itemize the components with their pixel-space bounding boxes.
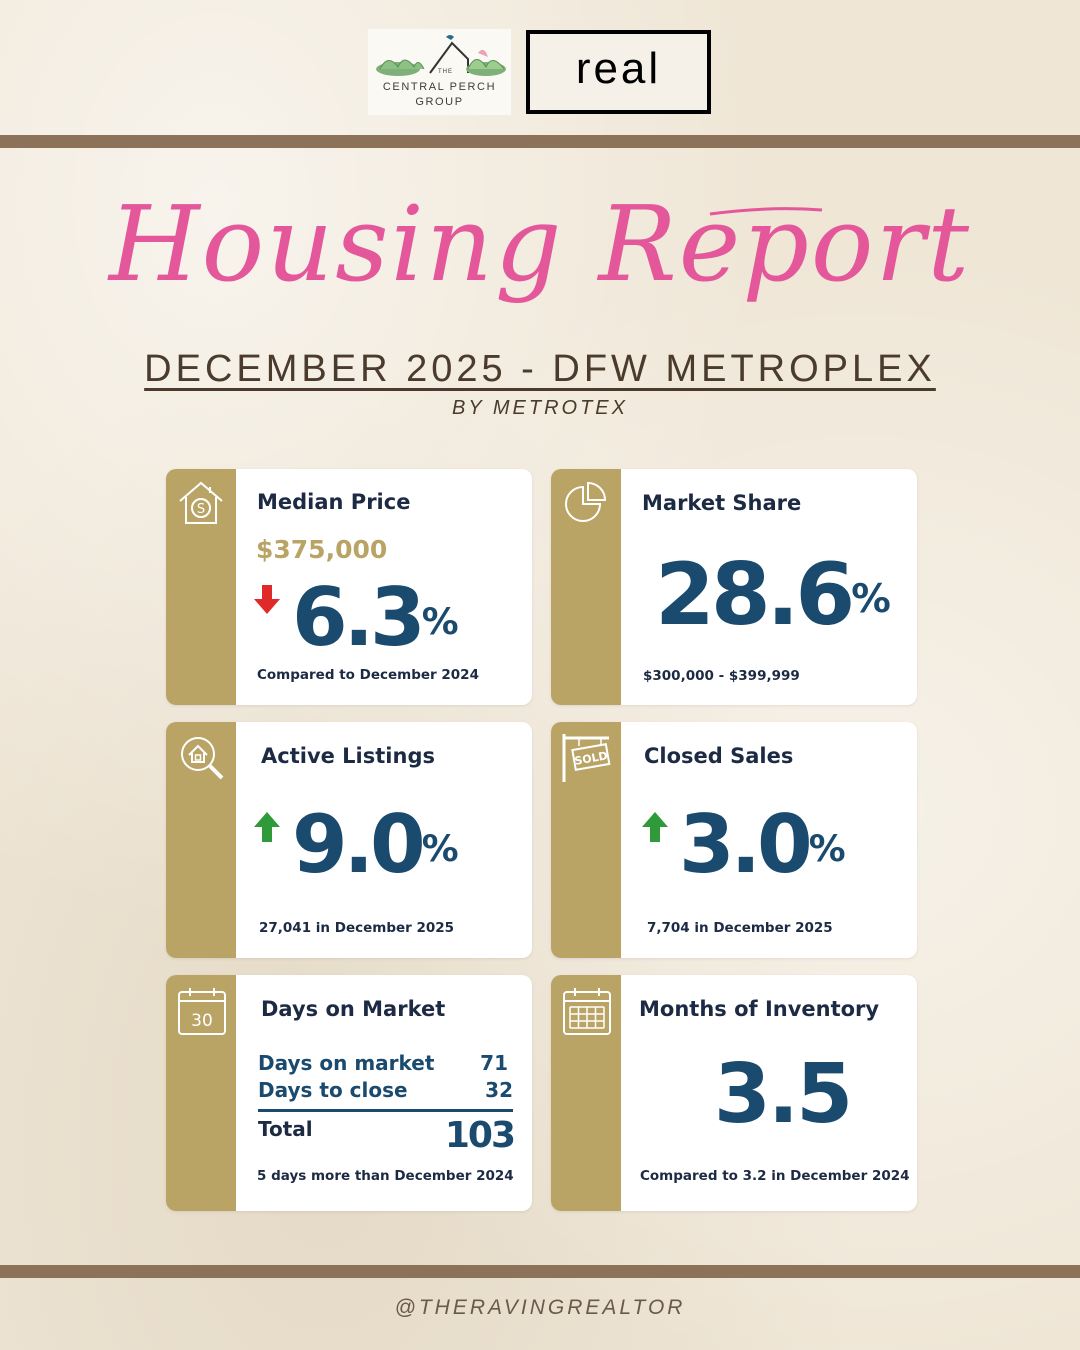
title-flourish	[709, 207, 823, 216]
social-handle: @THERAVINGREALTOR	[394, 1296, 686, 1319]
closed-sales-card: SOLD Closed Sales 3.0% 7,704 in December…	[551, 722, 917, 958]
months-inventory-value: 3.5	[713, 1047, 853, 1142]
real-logo-text: real	[575, 44, 662, 93]
card-title: Months of Inventory	[639, 997, 880, 1021]
logo-the-text: THE	[438, 69, 453, 75]
card-note: Compared to December 2024	[257, 667, 479, 683]
bottom-divider-band	[0, 1265, 1080, 1278]
active-listings-card: Active Listings 9.0% 27,041 in December …	[166, 722, 532, 958]
svg-text:SOLD: SOLD	[574, 749, 609, 768]
arrow-up-icon	[254, 812, 280, 842]
card-strip	[551, 469, 621, 705]
total-divider	[258, 1109, 513, 1112]
change-unit: %	[808, 827, 846, 870]
calendar-30-icon: 30	[178, 988, 226, 1035]
market-share-value: 28.6%	[655, 545, 891, 645]
share-number: 28.6	[655, 545, 855, 645]
card-strip	[166, 722, 236, 958]
svg-text:S: S	[197, 502, 205, 517]
median-price-card: S Median Price $375,000 6.3% Compared to…	[166, 469, 532, 705]
central-perch-logo: THE CENTRAL PERCH GROUP	[368, 29, 511, 115]
card-title: Closed Sales	[644, 744, 794, 768]
card-strip: 30	[166, 975, 236, 1211]
change-unit: %	[421, 600, 459, 643]
closed-sales-change: 3.0%	[679, 798, 846, 891]
top-divider-band	[0, 135, 1080, 148]
change-number: 3.0	[679, 798, 813, 891]
change-number: 9.0	[292, 798, 426, 891]
row-label: Days to close	[258, 1078, 408, 1102]
stat-row-days-to-close: Days to close 32	[258, 1078, 513, 1102]
sold-sign-icon: SOLD	[562, 734, 611, 782]
card-strip: S	[166, 469, 236, 705]
row-value: 71	[480, 1051, 508, 1075]
change-unit: %	[421, 827, 459, 870]
card-note: 27,041 in December 2025	[259, 920, 455, 936]
days-on-market-card: 30 Days on Market Days on market 71 Days…	[166, 975, 532, 1211]
card-title: Active Listings	[261, 744, 435, 768]
subtitle-text: DECEMBER 2025 - DFW METROPLEX	[144, 348, 936, 390]
months-inventory-card: Months of Inventory 3.5 Compared to 3.2 …	[551, 975, 917, 1211]
house-dollar-icon: S	[179, 481, 223, 524]
card-note: $300,000 - $399,999	[643, 668, 800, 684]
succulent-house-illustration	[376, 35, 506, 76]
calendar-number: 30	[191, 1011, 213, 1031]
median-price-change: 6.3%	[292, 571, 459, 664]
script-title: Housing Report	[107, 183, 971, 305]
median-price-value: $375,000	[256, 535, 388, 564]
card-note: 7,704 in December 2025	[647, 920, 833, 936]
pie-chart-icon	[565, 481, 607, 522]
report-subtitle: DECEMBER 2025 - DFW METROPLEX	[0, 348, 1080, 391]
logo-line2: GROUP	[415, 96, 464, 108]
stat-row-days-on-market: Days on market 71	[258, 1051, 513, 1075]
market-share-card: Market Share 28.6% $300,000 - $399,999	[551, 469, 917, 705]
card-note: Compared to 3.2 in December 2024	[640, 1168, 910, 1184]
card-strip: SOLD	[551, 722, 621, 958]
calendar-grid-icon	[563, 988, 611, 1035]
logo-line1: CENTRAL PERCH	[382, 81, 497, 93]
real-brokerage-logo: real	[526, 30, 711, 114]
arrow-up-icon	[642, 812, 668, 842]
logo-name-text: CENTRAL PERCH GROUP	[368, 80, 511, 110]
card-note: 5 days more than December 2024	[257, 1168, 514, 1184]
change-number: 6.3	[292, 571, 426, 664]
card-title: Days on Market	[261, 997, 446, 1021]
house-search-icon	[181, 737, 224, 780]
card-title: Market Share	[642, 491, 802, 515]
active-listings-change: 9.0%	[292, 798, 459, 891]
row-value: 32	[485, 1078, 513, 1102]
script-title-text: Housing Report	[107, 183, 971, 305]
card-title: Median Price	[257, 490, 411, 514]
card-strip	[551, 975, 621, 1211]
total-label: Total	[258, 1117, 313, 1141]
arrow-down-icon	[254, 585, 280, 614]
total-value: 103	[444, 1115, 516, 1156]
report-byline: BY METROTEX	[452, 397, 628, 419]
share-unit: %	[851, 576, 891, 622]
row-label: Days on market	[258, 1051, 435, 1075]
